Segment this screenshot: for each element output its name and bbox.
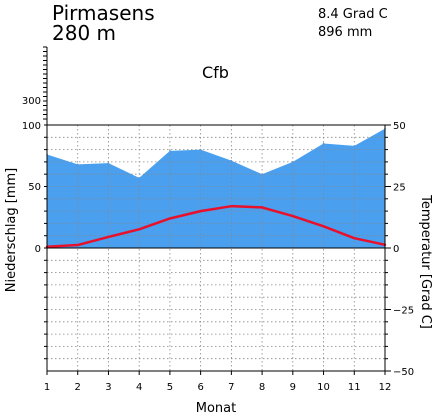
- left-tick-label: 50: [28, 182, 41, 193]
- x-tick-label: 7: [228, 382, 234, 393]
- right-tick-label: 50: [393, 121, 406, 132]
- temperature-point: [353, 236, 356, 240]
- temperature-point: [107, 235, 110, 239]
- temperature-point: [76, 243, 79, 247]
- temperature-point: [260, 206, 264, 209]
- left-tick-label: 300: [22, 96, 41, 107]
- x-tick-label: 4: [136, 382, 142, 393]
- right-tick-label: −50: [393, 367, 414, 378]
- x-tick-label: 12: [379, 382, 392, 393]
- station-elevation: 280 m: [52, 21, 116, 45]
- left-tick-label: 0: [35, 244, 41, 255]
- temperature-point: [199, 209, 202, 213]
- temperature-point: [322, 225, 325, 228]
- right-tick-label: 0: [393, 244, 399, 255]
- x-tick-label: 2: [75, 382, 81, 393]
- temperature-point: [137, 228, 141, 231]
- precipitation-point: [76, 163, 79, 166]
- temperature-point: [291, 214, 295, 218]
- left-tick-label: 100: [22, 121, 41, 132]
- climate-classification: Cfb: [202, 63, 229, 82]
- grid-lines: [47, 125, 385, 371]
- y-axis-title-left: Niederschlag [mm]: [4, 168, 19, 293]
- station-name: Pirmasens: [52, 1, 155, 25]
- right-tick-label: 25: [393, 183, 406, 194]
- precipitation-point: [322, 142, 325, 145]
- axes: [44, 124, 391, 375]
- x-tick-label: 11: [348, 382, 361, 393]
- x-tick-label: 9: [290, 382, 296, 393]
- right-tick-label: −25: [393, 306, 414, 317]
- upper-precip-axis: [43, 46, 48, 125]
- temperature-point: [230, 204, 233, 208]
- temperature-series: [45, 204, 387, 249]
- x-tick-label: 10: [317, 382, 330, 393]
- x-tick-label: 1: [44, 382, 50, 393]
- x-tick-label: 3: [105, 382, 111, 393]
- x-tick-label: 6: [197, 382, 203, 393]
- precipitation-point: [107, 162, 110, 164]
- temperature-point: [168, 217, 172, 220]
- precipitation-point: [230, 159, 233, 162]
- mean-temperature: 8.4 Grad C: [318, 7, 388, 22]
- annual-precipitation: 896 mm: [318, 25, 372, 40]
- x-axis-title: Monat: [196, 401, 236, 416]
- temperature-line: [46, 204, 386, 249]
- x-tick-label: 8: [259, 382, 265, 393]
- x-tick-label: 5: [167, 382, 173, 393]
- y-axis-title-right: Temperatur [Grad C]: [418, 194, 433, 329]
